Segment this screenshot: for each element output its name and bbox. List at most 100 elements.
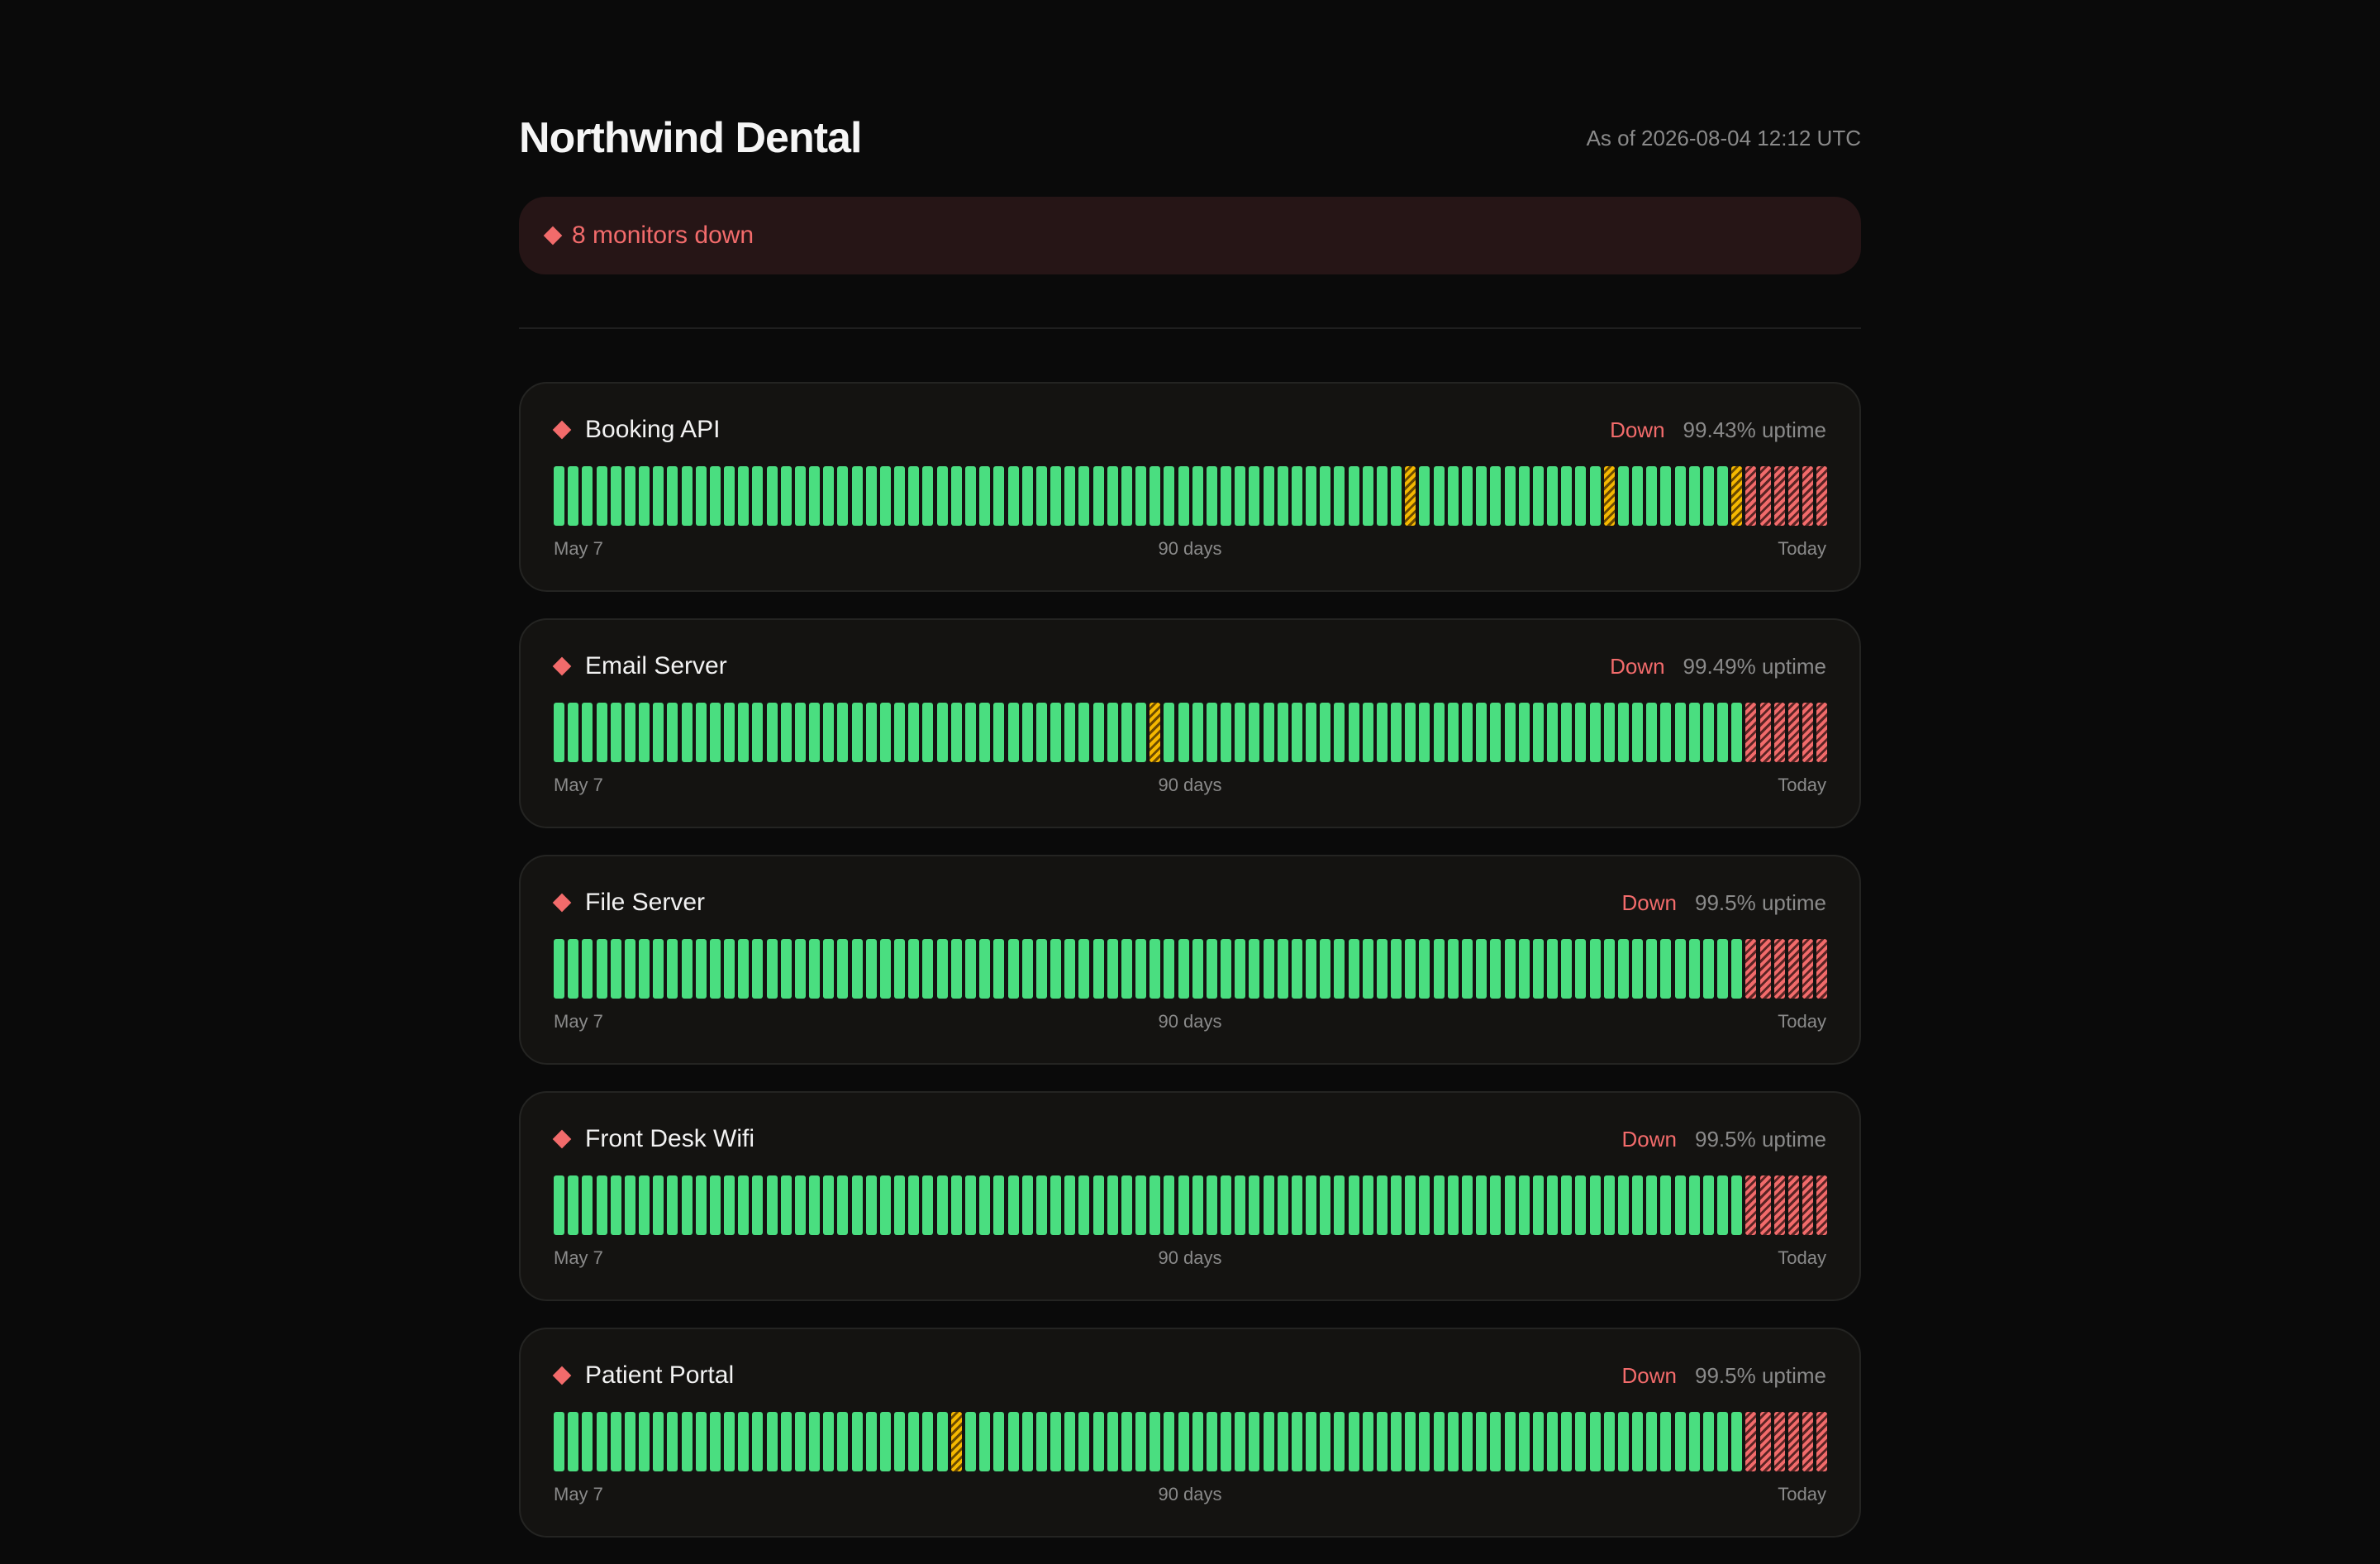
day-bar-up[interactable] [1334,466,1345,526]
day-bar-up[interactable] [1433,466,1445,526]
day-bar-up[interactable] [1731,703,1743,762]
monitor-card[interactable]: File Server Down 99.5% uptime May 7 90 days T… [519,855,1861,1065]
day-bar-up[interactable] [936,1412,948,1471]
day-bar-up[interactable] [1121,1175,1132,1235]
day-bar-up[interactable] [1035,1412,1047,1471]
day-bar-up[interactable] [1433,1412,1445,1471]
day-bar-up[interactable] [1646,1412,1658,1471]
day-bar-up[interactable] [639,939,650,999]
day-bar-up[interactable] [1107,466,1118,526]
day-bar-up[interactable] [1050,1175,1062,1235]
day-bar-up[interactable] [823,466,835,526]
day-bar-up[interactable] [624,1175,635,1235]
day-bar-up[interactable] [1391,939,1402,999]
day-bar-up[interactable] [681,1412,693,1471]
day-bar-up[interactable] [993,1412,1005,1471]
day-bar-up[interactable] [780,466,792,526]
day-bar-up[interactable] [1646,466,1658,526]
day-bar-up[interactable] [1107,703,1118,762]
day-bar-up[interactable] [653,466,664,526]
day-bar-up[interactable] [1050,1412,1062,1471]
day-bar-up[interactable] [1320,1175,1331,1235]
day-bar-up[interactable] [1504,939,1516,999]
day-bar-up[interactable] [1107,1175,1118,1235]
day-bar-up[interactable] [1589,1175,1601,1235]
day-bar-down[interactable] [1787,939,1799,999]
day-bar-up[interactable] [752,466,764,526]
day-bar-up[interactable] [653,703,664,762]
day-bar-up[interactable] [724,1412,735,1471]
day-bar-up[interactable] [1688,1412,1700,1471]
day-bar-up[interactable] [1206,703,1217,762]
day-bar-up[interactable] [1320,939,1331,999]
day-bar-up[interactable] [1617,1412,1629,1471]
day-bar-up[interactable] [1518,466,1530,526]
day-bar-up[interactable] [1660,1412,1672,1471]
day-bar-up[interactable] [1518,1175,1530,1235]
day-bar-up[interactable] [1391,466,1402,526]
day-bar-up[interactable] [1092,1175,1104,1235]
day-bar-up[interactable] [1334,939,1345,999]
day-bar-up[interactable] [1561,1412,1573,1471]
day-bar-up[interactable] [1447,1175,1459,1235]
day-bar-down[interactable] [1787,703,1799,762]
day-bar-up[interactable] [1277,1175,1288,1235]
day-bar-up[interactable] [809,939,821,999]
day-bar-up[interactable] [1660,466,1672,526]
day-bar-up[interactable] [1291,466,1302,526]
day-bar-up[interactable] [979,939,991,999]
day-bar-up[interactable] [1547,1412,1559,1471]
day-bar-up[interactable] [766,1175,778,1235]
day-bar-up[interactable] [1575,466,1587,526]
day-bar-up[interactable] [1419,939,1430,999]
day-bar-up[interactable] [568,1412,579,1471]
day-bar-up[interactable] [667,1175,678,1235]
day-bar-up[interactable] [1504,703,1516,762]
day-bar-down[interactable] [1773,1412,1785,1471]
day-bar-up[interactable] [1603,1175,1615,1235]
day-bar-up[interactable] [1362,703,1373,762]
day-bar-up[interactable] [1050,703,1062,762]
day-bar-up[interactable] [1249,939,1260,999]
day-bar-up[interactable] [837,703,849,762]
day-bar-up[interactable] [1235,939,1246,999]
day-bar-up[interactable] [1632,466,1644,526]
day-bar-up[interactable] [1462,466,1473,526]
day-bar-up[interactable] [1518,703,1530,762]
day-bar-up[interactable] [851,703,863,762]
day-bar-up[interactable] [823,939,835,999]
day-bar-up[interactable] [1164,466,1175,526]
day-bar-up[interactable] [1135,703,1147,762]
day-bar-up[interactable] [922,466,934,526]
day-bar-up[interactable] [1035,1175,1047,1235]
day-bar-down[interactable] [1787,1412,1799,1471]
day-bar-up[interactable] [596,1412,607,1471]
day-bar-up[interactable] [922,1412,934,1471]
day-bar-up[interactable] [1405,1412,1416,1471]
day-bar-up[interactable] [1702,1412,1714,1471]
day-bar-up[interactable] [936,703,948,762]
day-bar-up[interactable] [936,1175,948,1235]
monitor-card[interactable]: Patient Portal Down 99.5% uptime May 7 90 da… [519,1328,1861,1538]
day-bar-up[interactable] [1221,466,1232,526]
day-bar-up[interactable] [1121,1412,1132,1471]
day-bar-down[interactable] [1745,1175,1757,1235]
day-bar-degraded[interactable] [1405,466,1416,526]
day-bar-up[interactable] [1320,1412,1331,1471]
day-bar-up[interactable] [1064,939,1076,999]
day-bar-up[interactable] [695,1412,707,1471]
day-bar-up[interactable] [1518,939,1530,999]
day-bar-up[interactable] [1263,466,1274,526]
day-bar-up[interactable] [1064,1412,1076,1471]
day-bar-up[interactable] [1674,703,1686,762]
day-bar-up[interactable] [1348,1412,1359,1471]
day-bar-up[interactable] [1589,703,1601,762]
day-bar-up[interactable] [1206,939,1217,999]
day-bar-up[interactable] [1462,703,1473,762]
day-bar-up[interactable] [1277,939,1288,999]
day-bar-up[interactable] [1632,939,1644,999]
day-bar-up[interactable] [582,703,593,762]
day-bar-up[interactable] [1249,703,1260,762]
day-bar-up[interactable] [1135,466,1147,526]
day-bar-up[interactable] [1447,703,1459,762]
